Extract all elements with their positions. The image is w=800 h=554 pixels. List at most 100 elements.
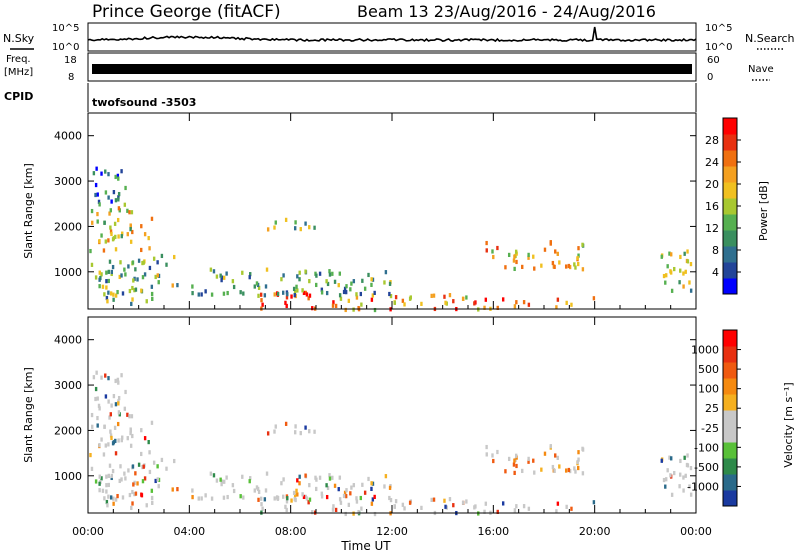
freq-label: Freq. xyxy=(6,54,31,65)
velocity-cell xyxy=(120,477,123,482)
power-cell xyxy=(686,249,689,254)
power-cell xyxy=(148,265,152,271)
velocity-cell xyxy=(130,505,133,511)
power-cell xyxy=(141,275,145,280)
power-cell xyxy=(107,278,110,284)
power-cell xyxy=(92,171,96,176)
power-cell xyxy=(373,290,376,296)
velocity-cell xyxy=(573,466,576,471)
power-cell xyxy=(94,275,98,280)
velocity-cell xyxy=(443,498,446,503)
freq-frame xyxy=(87,52,697,82)
power-cell xyxy=(285,295,289,300)
power-cell xyxy=(334,303,338,309)
colorbar-tick-label: 8 xyxy=(712,244,719,257)
power-cell xyxy=(553,264,556,269)
colorbar-swatch xyxy=(723,214,737,231)
velocity-cell xyxy=(140,492,143,497)
velocity-cell xyxy=(107,494,110,499)
velocity-cell xyxy=(286,496,289,501)
velocity-cell xyxy=(220,482,223,487)
power-cell xyxy=(492,254,495,260)
colorbar-tick-label: 20 xyxy=(705,178,719,191)
velocity-cell xyxy=(408,500,412,505)
velocity-cell xyxy=(134,491,138,496)
power-cell xyxy=(191,284,194,289)
power-cell xyxy=(123,267,126,272)
power-cell xyxy=(90,208,94,214)
power-cell xyxy=(344,307,347,313)
velocity-cell xyxy=(226,494,229,500)
velocity-cell xyxy=(370,486,373,491)
power-cell xyxy=(134,287,138,292)
power-cell xyxy=(581,267,585,272)
power-cell xyxy=(117,176,120,181)
power-cell xyxy=(295,284,298,289)
velocity-cell xyxy=(513,508,517,513)
velocity-cell xyxy=(515,463,518,469)
power-cell xyxy=(670,252,673,257)
power-cell xyxy=(485,240,488,246)
power-cell xyxy=(301,288,304,293)
power-cell xyxy=(116,173,120,178)
velocity-cell xyxy=(264,488,268,493)
power-cell xyxy=(294,220,297,225)
power-cell xyxy=(308,225,311,230)
power-cell xyxy=(96,211,99,217)
velocity-cell xyxy=(371,497,375,502)
velocity-cell xyxy=(669,473,672,478)
power-cell xyxy=(357,305,360,311)
velocity-cell xyxy=(108,463,112,468)
power-cell xyxy=(290,294,293,299)
velocity-cell xyxy=(191,495,194,500)
power-cell xyxy=(296,274,299,279)
power-cell xyxy=(556,251,559,256)
velocity-panel: 1000 2000 3000 4000 Slant Range [km] xyxy=(22,316,697,517)
velocity-cell xyxy=(114,402,118,407)
colorbar-swatch xyxy=(723,474,737,491)
power-cell xyxy=(532,254,535,259)
velocity-cell xyxy=(352,511,355,516)
velocity-cell xyxy=(111,468,115,474)
power-cell xyxy=(293,293,296,298)
velocity-cell xyxy=(276,495,280,501)
velocity-cell xyxy=(296,478,299,483)
velocity-cell xyxy=(666,468,669,473)
velocity-cell xyxy=(152,460,156,465)
power-cell xyxy=(361,278,364,283)
power-cell xyxy=(222,291,226,296)
velocity-cell xyxy=(373,494,376,500)
velocity-cell xyxy=(370,501,374,506)
velocity-cell xyxy=(128,492,132,498)
colorbar-swatch xyxy=(723,278,737,295)
power-cell xyxy=(576,255,579,261)
velocity-cell xyxy=(129,431,132,436)
power-cell xyxy=(120,234,123,239)
power-cell xyxy=(689,288,693,293)
colorbar-swatch xyxy=(723,246,737,263)
colorbar-swatch xyxy=(723,426,737,443)
power-cell xyxy=(371,293,375,298)
colorbar-tick-label: 4 xyxy=(712,266,719,279)
power-cell xyxy=(363,286,367,291)
velocity-cell xyxy=(209,471,213,476)
velocity-cell xyxy=(350,485,353,490)
velocity-cell xyxy=(210,496,214,501)
power-cell xyxy=(554,249,557,254)
power-cell xyxy=(388,291,391,297)
velocity-cell xyxy=(293,493,297,498)
power-cell xyxy=(105,270,108,275)
power-cell xyxy=(293,226,297,231)
x-tick-label: 00:00 xyxy=(72,525,104,538)
power-cell xyxy=(165,262,168,267)
power-cell xyxy=(142,260,145,265)
velocity-cell xyxy=(430,497,433,502)
power-cell xyxy=(248,275,251,280)
velocity-cell xyxy=(232,488,236,494)
velocity-cell xyxy=(257,489,261,494)
colorbar-swatch xyxy=(723,134,737,151)
velocity-cell xyxy=(556,455,559,460)
velocity-cell xyxy=(133,492,136,497)
velocity-cell xyxy=(282,477,285,482)
